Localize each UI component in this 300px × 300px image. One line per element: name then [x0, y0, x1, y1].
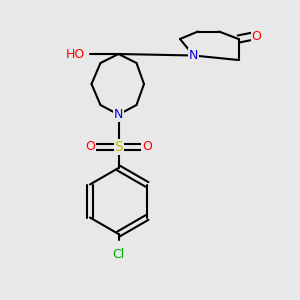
Text: O: O: [252, 29, 261, 43]
Text: O: O: [85, 140, 95, 154]
Text: O: O: [142, 140, 152, 154]
Text: Cl: Cl: [112, 248, 124, 260]
Text: S: S: [114, 140, 123, 154]
Text: N: N: [189, 49, 198, 62]
Text: HO: HO: [66, 47, 85, 61]
Text: N: N: [114, 108, 123, 121]
